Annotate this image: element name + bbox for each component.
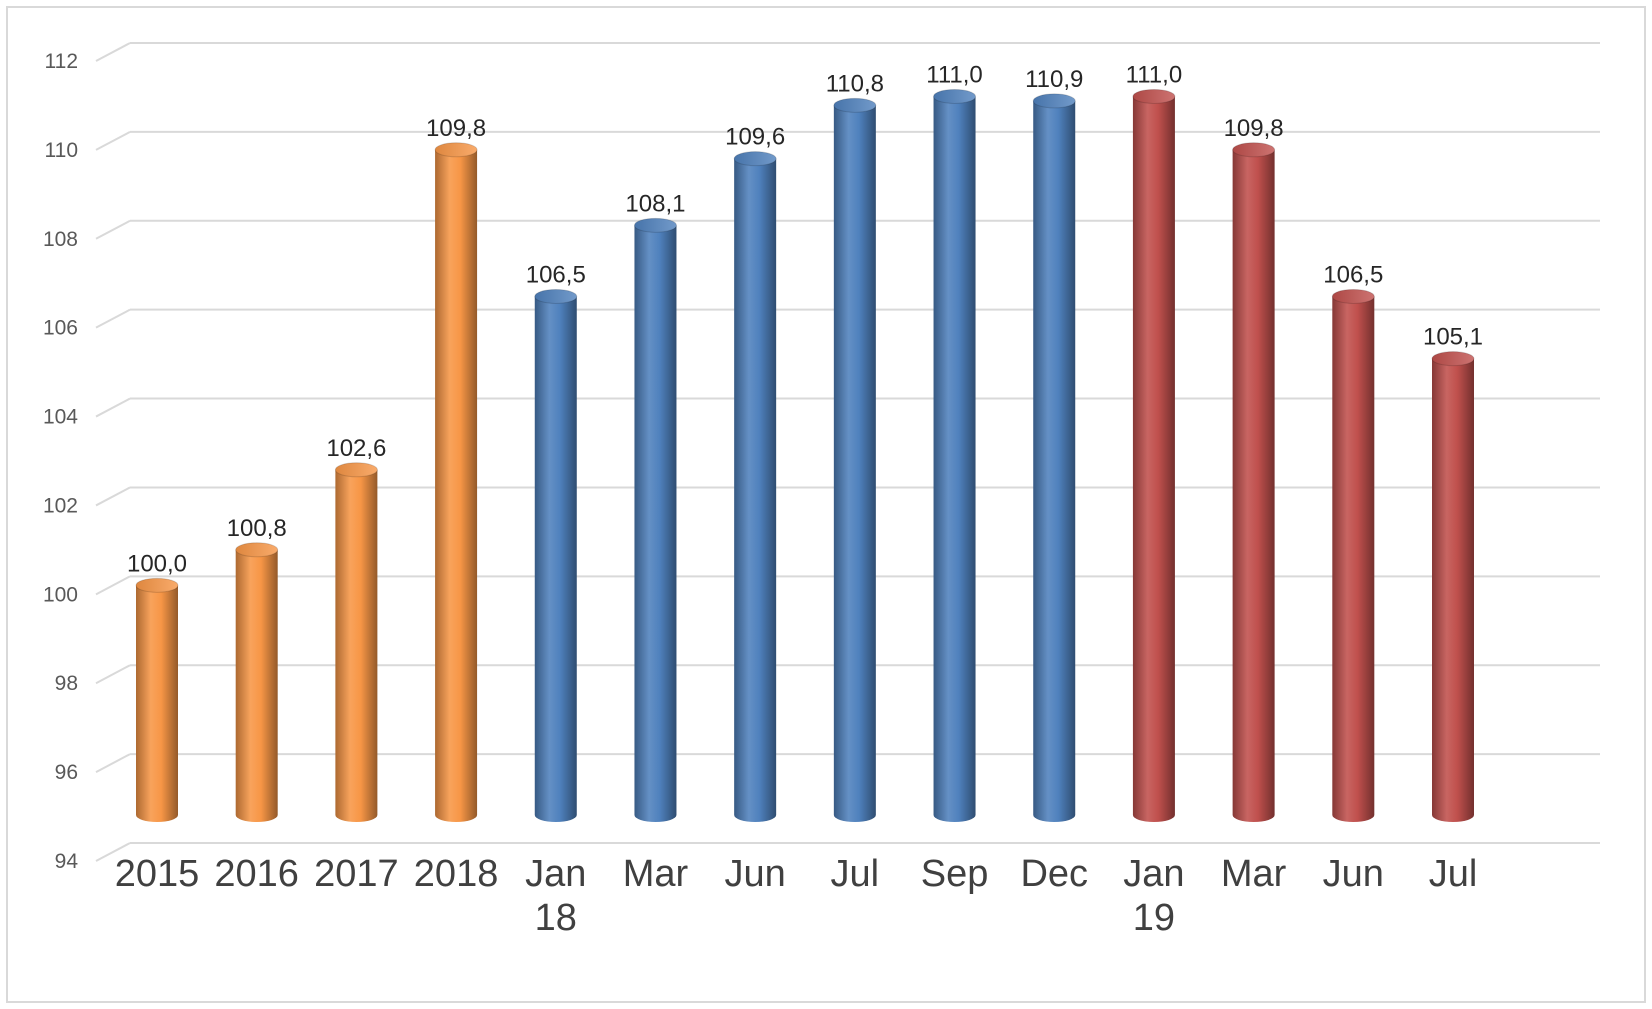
x-tick-label: Dec (1020, 853, 1088, 895)
x-axis-ticks: 2015 2016 2017 2018 Jan 18 Mar Jun Jul Sep Dec Jan 1… (115, 853, 1478, 939)
x-tick-label: 2015 (115, 853, 200, 895)
data-label: 106,5 (1323, 261, 1383, 288)
x-tick-label: Jun (725, 853, 786, 895)
x-tick-label: 2017 (314, 853, 399, 895)
data-label: 109,8 (1224, 115, 1284, 142)
bar-top (1232, 142, 1276, 158)
data-label: 111,0 (926, 61, 983, 88)
data-label: 102,6 (326, 435, 386, 462)
bar-body (734, 158, 777, 822)
y-tick-label: 110 (45, 139, 78, 162)
bar-top (833, 97, 877, 113)
y-tick-label: 94 (55, 850, 79, 873)
y-tick-label: 112 (45, 50, 78, 73)
y-tick-label: 96 (55, 761, 78, 784)
bar-top (933, 88, 977, 104)
x-tick-label: 2018 (414, 853, 499, 895)
bar-9 (1032, 93, 1076, 822)
x-tick-label: Jan 18 (525, 853, 586, 939)
y-tick-label: 98 (55, 672, 78, 695)
bar-body (235, 549, 278, 822)
data-label: 100,8 (227, 515, 287, 542)
data-labels: 100,0 100,8 102,6 109,8 106,5 108,1 109,6 110,8… (127, 61, 1483, 577)
bar-5 (633, 217, 677, 823)
bar-body (534, 296, 577, 822)
bar-3 (434, 142, 478, 822)
data-label: 105,1 (1423, 324, 1483, 351)
gridline-depth (95, 42, 131, 62)
data-label: 108,1 (625, 190, 685, 217)
bar-body (1332, 296, 1375, 822)
bar-body (1232, 149, 1275, 822)
x-tick-label: 2016 (214, 853, 299, 895)
y-tick-label: 106 (43, 317, 78, 340)
bar-top (235, 542, 279, 558)
x-tick-label: Jul (1429, 853, 1478, 895)
bar-body (933, 96, 976, 822)
data-label: 109,8 (426, 115, 486, 142)
bar-1 (235, 542, 279, 822)
bar-body (136, 585, 178, 822)
bar-top (334, 462, 378, 478)
bar-body (1132, 96, 1175, 822)
data-label: 106,5 (526, 261, 586, 288)
bar-body (435, 149, 478, 822)
bar-body (335, 469, 378, 822)
y-tick-label: 102 (43, 494, 78, 517)
bar-7 (833, 97, 877, 823)
data-label: 100,0 (127, 550, 187, 577)
gridline-depth (95, 486, 131, 507)
bar-top (633, 217, 677, 233)
x-tick-label: Jan 19 (1123, 853, 1184, 939)
data-label: 109,6 (725, 124, 785, 151)
gridline-depth (95, 219, 131, 240)
x-tick-label: Jul (831, 853, 880, 895)
gridline-depth (95, 308, 131, 329)
bar-10 (1132, 88, 1176, 822)
bar-2 (334, 462, 378, 822)
gridline-depth (95, 842, 131, 862)
data-label: 110,8 (826, 70, 884, 97)
bar-top (135, 577, 179, 593)
bar-body (634, 225, 677, 823)
bar-top (534, 288, 578, 304)
y-tick-label: 108 (43, 228, 78, 251)
bar-top (1331, 288, 1375, 304)
gridline-depth (95, 131, 131, 151)
x-tick-label: Mar (623, 853, 689, 895)
bar-top (1132, 88, 1176, 104)
bar-body (833, 105, 876, 823)
bar-6 (733, 151, 777, 822)
bar-top (733, 151, 777, 167)
bar-11 (1232, 142, 1276, 822)
y-tick-label: 100 (43, 583, 78, 606)
x-tick-label: Jun (1323, 853, 1384, 895)
bar-8 (933, 88, 977, 822)
gridline-depth (95, 397, 131, 418)
data-label: 111,0 (1126, 61, 1183, 88)
bar-13 (1431, 351, 1475, 822)
x-tick-label: Sep (921, 853, 989, 895)
gridline-depth (95, 753, 131, 773)
bar-top (434, 142, 478, 158)
gridline-depth (95, 664, 131, 685)
bar-4 (534, 288, 578, 822)
y-axis-ticks: 94 96 98 100 102 104 106 108 110 112 (43, 50, 78, 873)
gridline-depth (95, 575, 131, 596)
bar-0 (135, 577, 179, 822)
y-tick-label: 104 (43, 406, 78, 429)
data-label: 110,9 (1025, 66, 1083, 93)
bar-body (1033, 100, 1076, 822)
bar-top (1431, 351, 1475, 367)
bars (135, 88, 1475, 823)
bar-top (1032, 93, 1076, 109)
bar-12 (1331, 288, 1375, 822)
x-tick-label: Mar (1221, 853, 1287, 895)
bar-body (1432, 358, 1474, 822)
